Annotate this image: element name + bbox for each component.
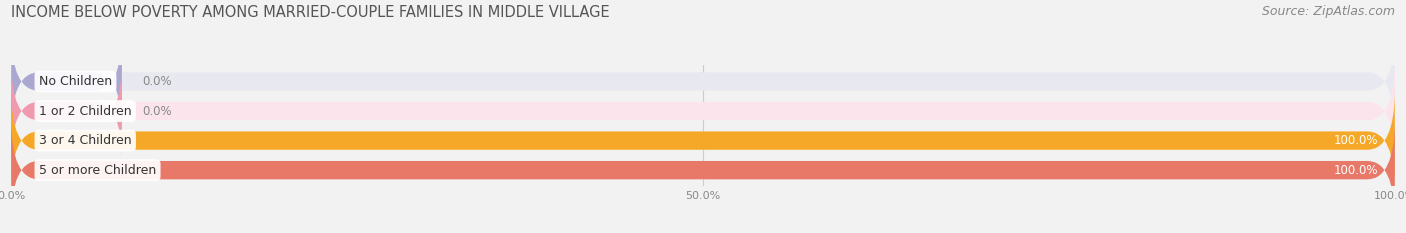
- FancyBboxPatch shape: [11, 61, 122, 161]
- Text: 1 or 2 Children: 1 or 2 Children: [39, 105, 132, 117]
- FancyBboxPatch shape: [11, 91, 1395, 191]
- FancyBboxPatch shape: [11, 120, 1395, 220]
- Text: 5 or more Children: 5 or more Children: [39, 164, 156, 177]
- Text: Source: ZipAtlas.com: Source: ZipAtlas.com: [1261, 5, 1395, 18]
- Text: 100.0%: 100.0%: [1334, 134, 1378, 147]
- FancyBboxPatch shape: [11, 61, 1395, 161]
- FancyBboxPatch shape: [11, 31, 1395, 131]
- FancyBboxPatch shape: [11, 91, 1395, 191]
- Text: 0.0%: 0.0%: [142, 105, 173, 117]
- Text: No Children: No Children: [39, 75, 112, 88]
- FancyBboxPatch shape: [11, 31, 122, 131]
- Text: 3 or 4 Children: 3 or 4 Children: [39, 134, 132, 147]
- Text: 0.0%: 0.0%: [142, 75, 173, 88]
- Text: 100.0%: 100.0%: [1334, 164, 1378, 177]
- Text: INCOME BELOW POVERTY AMONG MARRIED-COUPLE FAMILIES IN MIDDLE VILLAGE: INCOME BELOW POVERTY AMONG MARRIED-COUPL…: [11, 5, 610, 20]
- FancyBboxPatch shape: [11, 120, 1395, 220]
